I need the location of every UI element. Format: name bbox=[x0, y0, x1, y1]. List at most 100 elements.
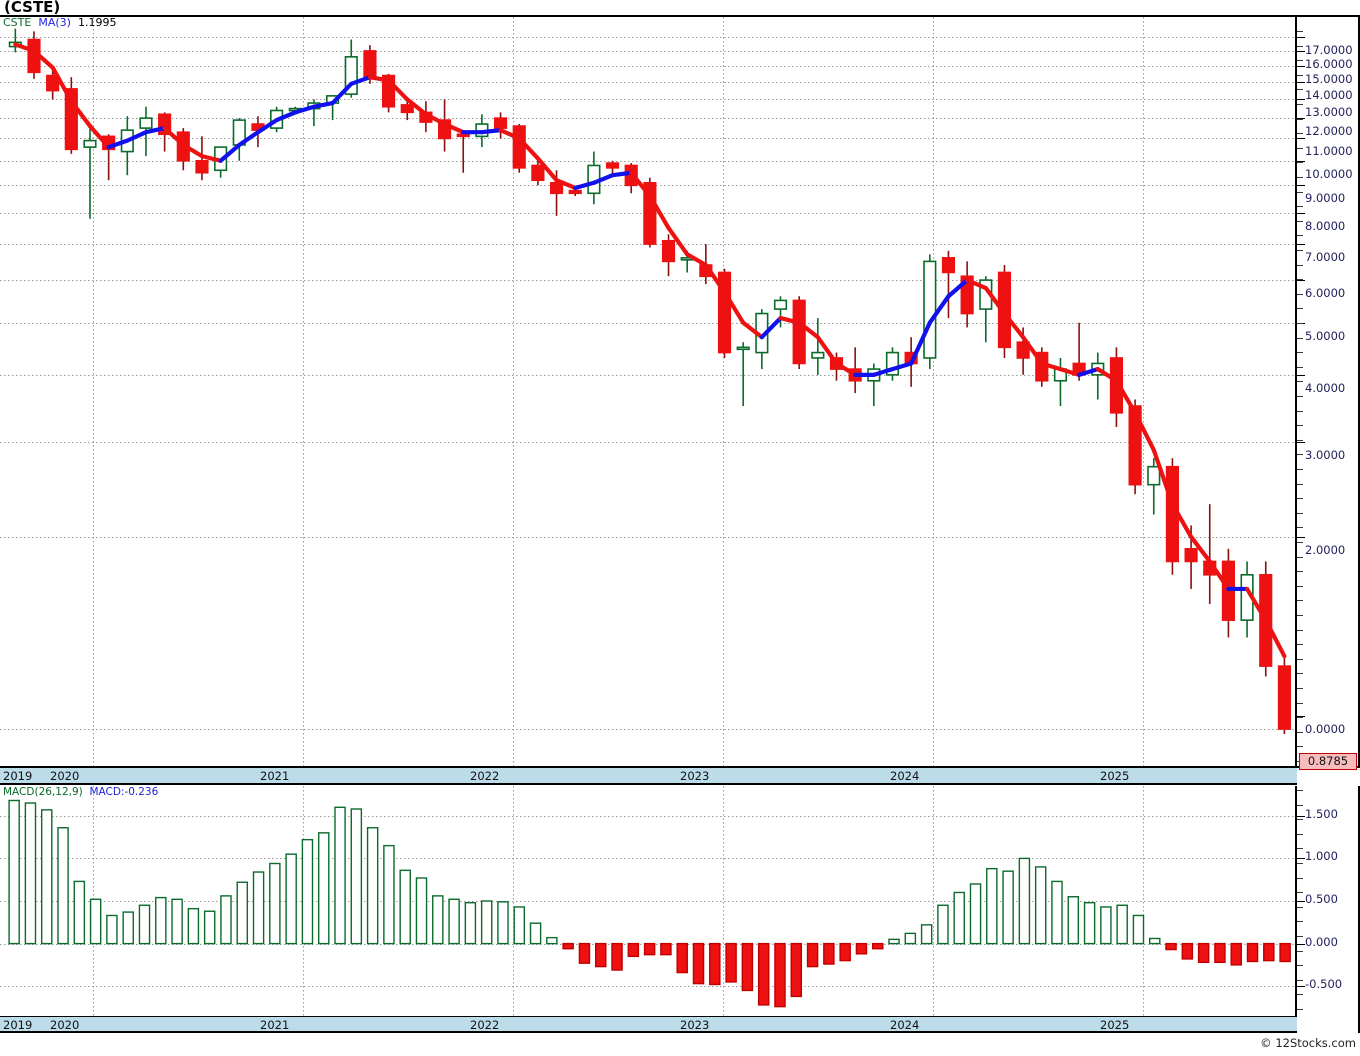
price-axis-tick-label: 14.0000 bbox=[1305, 88, 1353, 103]
price-axis-tick-label: 13.0000 bbox=[1305, 105, 1353, 120]
price-axis-minor-tick bbox=[1297, 60, 1303, 61]
macd-axis-tick-label: 0.500 bbox=[1305, 892, 1338, 906]
price-axis-minor-tick bbox=[1297, 469, 1303, 470]
price-axis-minor-tick bbox=[1297, 440, 1303, 441]
price-axis-minor-tick bbox=[1297, 381, 1303, 382]
price-axis-minor-tick bbox=[1297, 133, 1303, 134]
price-axis-minor-tick bbox=[1297, 600, 1303, 601]
price-axis-minor-tick bbox=[1297, 746, 1303, 747]
price-axis-minor-tick bbox=[1297, 513, 1303, 514]
price-axis-tick-label: 6.0000 bbox=[1305, 286, 1346, 301]
macd-axis-tick-mark bbox=[1297, 901, 1305, 902]
price-axis-minor-tick bbox=[1297, 46, 1303, 47]
macd-axis-tick-label: 1.000 bbox=[1305, 849, 1338, 864]
price-candlestick-svg bbox=[0, 17, 1295, 766]
price-axis-tick-mark bbox=[1297, 185, 1305, 187]
price-axis-tick-mark bbox=[1297, 715, 1305, 717]
price-axis-minor-tick bbox=[1297, 148, 1303, 149]
price-axis-minor-tick bbox=[1297, 630, 1303, 631]
price-axis-minor-tick bbox=[1297, 352, 1303, 353]
price-legend: CSTE MA(3) 1.1995 bbox=[3, 17, 116, 28]
price-axis-minor-tick bbox=[1297, 367, 1303, 368]
x-axis-date-band-top: 2019 2020 2021 2022 2023 2024 2025 bbox=[0, 768, 1297, 785]
macd-axis-minor-tick bbox=[1297, 834, 1303, 835]
macd-axis-minor-tick bbox=[1297, 907, 1303, 908]
x-axis-year-label: 2025 bbox=[1100, 1018, 1130, 1032]
macd-axis-minor-tick bbox=[1297, 994, 1303, 995]
price-axis-tick-label: 8.0000 bbox=[1305, 218, 1346, 233]
price-axis-minor-tick bbox=[1297, 192, 1303, 193]
price-axis-minor-tick bbox=[1297, 484, 1303, 485]
price-axis-minor-tick bbox=[1297, 279, 1303, 280]
price-axis-tick-mark bbox=[1297, 442, 1305, 444]
macd-axis-tick-label: -0.500 bbox=[1305, 977, 1343, 992]
price-axis-minor-tick bbox=[1297, 425, 1303, 426]
macd-axis-tick-mark bbox=[1297, 986, 1305, 987]
price-axis-tick-mark bbox=[1297, 82, 1305, 84]
price-axis-tick-label: 2.0000 bbox=[1305, 542, 1346, 557]
price-axis-minor-tick bbox=[1297, 265, 1303, 266]
price-axis-tick-label: 16.0000 bbox=[1305, 56, 1353, 71]
price-axis-minor-tick bbox=[1297, 396, 1303, 397]
macd-axis-tick-label: 1.500 bbox=[1305, 806, 1338, 821]
price-axis-minor-tick bbox=[1297, 75, 1303, 76]
x-axis-year-label: 2022 bbox=[470, 1018, 500, 1032]
macd-axis-minor-tick bbox=[1297, 819, 1303, 820]
macd-axis-minor-tick bbox=[1297, 790, 1303, 791]
macd-axis-tick-label: 0.000 bbox=[1305, 934, 1338, 949]
x-axis-date-band-bottom: 2019 2020 2021 2022 2023 2024 2025 bbox=[0, 1016, 1297, 1033]
x-axis-year-label: 2020 bbox=[50, 769, 80, 783]
price-axis-minor-tick bbox=[1297, 688, 1303, 689]
price-axis-tick-label: 5.0000 bbox=[1305, 328, 1346, 343]
macd-legend-value: MACD:-0.236 bbox=[89, 786, 159, 798]
price-axis-tick-mark bbox=[1297, 36, 1305, 38]
price-axis-minor-tick bbox=[1297, 119, 1303, 120]
price-axis-tick-mark bbox=[1297, 244, 1305, 246]
price-axis-minor-tick bbox=[1297, 732, 1303, 733]
page-title: (CSTE) bbox=[4, 0, 61, 16]
price-axis-tick-mark bbox=[1297, 138, 1305, 140]
x-axis-year-label: 2022 bbox=[470, 769, 500, 783]
copyright-notice: © 12Stocks.com bbox=[1260, 1036, 1356, 1050]
macd-axis-minor-tick bbox=[1297, 892, 1303, 893]
macd-axis-minor-tick bbox=[1297, 965, 1303, 966]
x-axis-year-label: 2019 bbox=[3, 769, 33, 783]
macd-axis-minor-tick bbox=[1297, 936, 1303, 937]
x-axis-year-label: 2021 bbox=[260, 1018, 290, 1032]
x-axis-year-label: 2020 bbox=[50, 1018, 80, 1032]
current-price-badge: 0.8785 bbox=[1299, 753, 1357, 770]
legend-ma-value: 1.1995 bbox=[77, 16, 117, 29]
price-axis-tick-mark bbox=[1297, 536, 1305, 538]
macd-legend: MACD(26,12,9) MACD:-0.236 bbox=[3, 787, 158, 798]
price-axis-tick-mark bbox=[1297, 118, 1305, 120]
price-axis-minor-tick bbox=[1297, 162, 1303, 163]
price-axis-minor-tick bbox=[1297, 294, 1303, 295]
macd-axis-minor-tick bbox=[1297, 921, 1303, 922]
price-axis-minor-tick bbox=[1297, 527, 1303, 528]
price-axis-tick-mark bbox=[1297, 99, 1305, 101]
price-axis-tick-label: 11.0000 bbox=[1305, 144, 1353, 159]
price-axis-minor-tick bbox=[1297, 498, 1303, 499]
macd-axis-minor-tick bbox=[1297, 805, 1303, 806]
price-axis-minor-tick bbox=[1297, 586, 1303, 587]
price-axis-minor-tick bbox=[1297, 89, 1303, 90]
price-axis-tick-label: 15.0000 bbox=[1305, 72, 1353, 86]
price-axis-tick-mark bbox=[1297, 50, 1305, 52]
price-axis-tick-mark bbox=[1297, 212, 1305, 214]
price-axis-minor-tick bbox=[1297, 644, 1303, 645]
macd-panel bbox=[0, 786, 1297, 1016]
price-axis-tick-mark bbox=[1297, 66, 1305, 67]
x-axis-year-label: 2023 bbox=[680, 769, 710, 783]
price-chart-panel bbox=[0, 15, 1297, 768]
price-axis-tick-label: 10.0000 bbox=[1305, 166, 1353, 181]
price-y-axis: 17.0000 16.0000 15.0000 14.0000 13.0000 12.00… bbox=[1297, 15, 1360, 768]
price-axis-tick-mark bbox=[1297, 280, 1305, 282]
macd-axis-minor-tick bbox=[1297, 848, 1303, 849]
price-axis-minor-tick bbox=[1297, 673, 1303, 674]
macd-axis-tick-mark bbox=[1297, 858, 1305, 859]
x-axis-year-label: 2025 bbox=[1100, 769, 1130, 783]
macd-legend-name: MACD(26,12,9) bbox=[3, 786, 83, 798]
price-axis-tick-label: 9.0000 bbox=[1305, 191, 1346, 206]
x-axis-year-label: 2023 bbox=[680, 1018, 710, 1032]
legend-symbol: CSTE bbox=[3, 16, 32, 29]
